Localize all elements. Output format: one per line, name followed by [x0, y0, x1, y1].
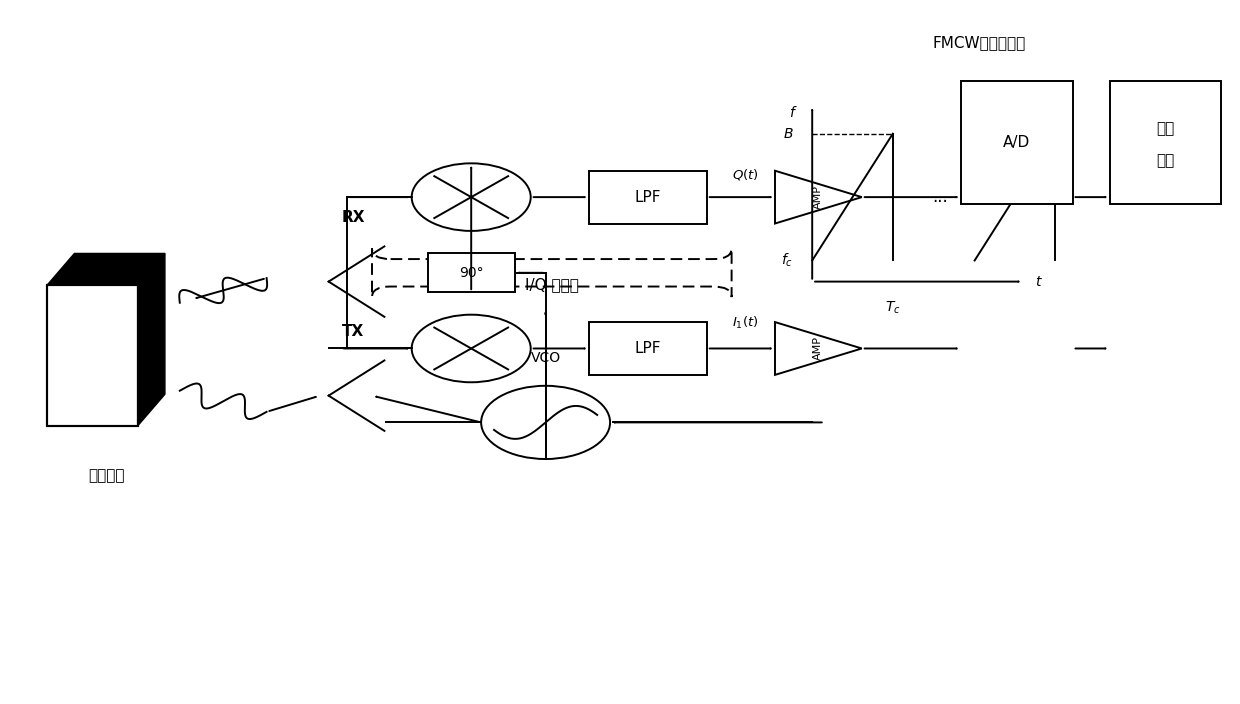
Text: LPF: LPF — [635, 341, 661, 356]
Bar — [428, 253, 515, 292]
Bar — [589, 171, 707, 224]
Text: FMCW波形生成器: FMCW波形生成器 — [932, 35, 1027, 50]
Text: 信号: 信号 — [1157, 153, 1174, 168]
Text: AMP: AMP — [813, 337, 823, 360]
Text: AMP: AMP — [813, 185, 823, 209]
Text: 待测目标: 待测目标 — [88, 468, 124, 483]
Text: LPF: LPF — [635, 189, 661, 205]
Text: I/Q 解调器: I/Q 解调器 — [525, 277, 579, 291]
Bar — [47, 285, 138, 426]
Text: $T_c$: $T_c$ — [885, 299, 900, 315]
Polygon shape — [47, 253, 165, 285]
Text: ...: ... — [932, 188, 947, 206]
Text: A/D: A/D — [1003, 135, 1030, 150]
Bar — [589, 322, 707, 375]
Polygon shape — [138, 253, 165, 426]
Text: $Q(t)$: $Q(t)$ — [732, 167, 759, 182]
Text: RX: RX — [342, 210, 365, 225]
Bar — [961, 81, 1073, 204]
Text: 中频: 中频 — [1157, 121, 1174, 136]
Text: 90°: 90° — [459, 266, 484, 279]
Text: VCO: VCO — [531, 351, 560, 365]
Bar — [47, 285, 138, 426]
Text: t: t — [1035, 275, 1040, 289]
Text: TX: TX — [342, 325, 365, 339]
Text: $B$: $B$ — [782, 127, 794, 141]
Text: $I_1(t)$: $I_1(t)$ — [732, 315, 758, 331]
Text: f: f — [789, 106, 794, 120]
Text: $f_c$: $f_c$ — [781, 252, 794, 269]
Bar — [1110, 81, 1221, 204]
